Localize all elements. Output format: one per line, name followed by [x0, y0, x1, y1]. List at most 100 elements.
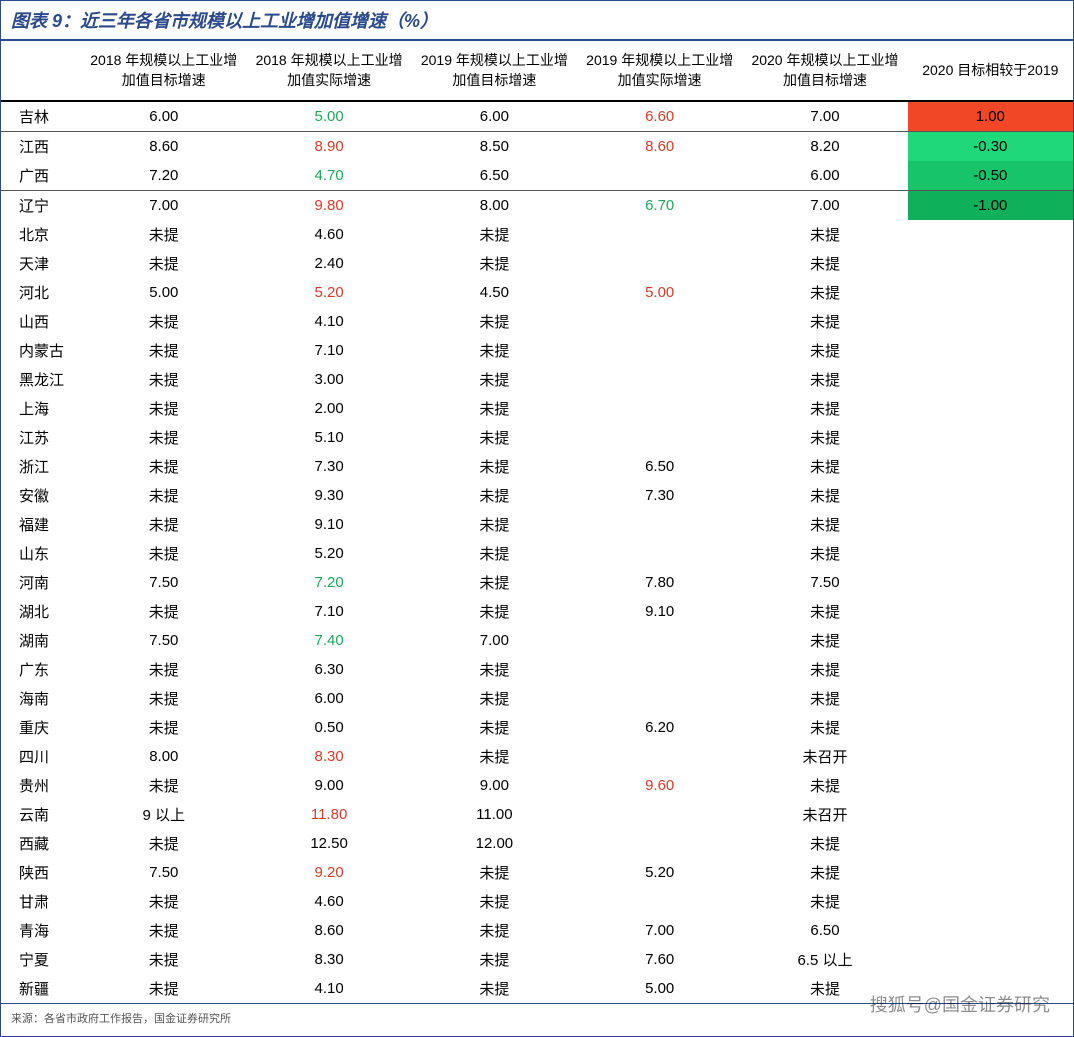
data-cell: [908, 307, 1073, 336]
province-cell: 安徽: [1, 481, 81, 510]
data-cell: [577, 394, 742, 423]
data-cell: [577, 626, 742, 655]
data-cell: 未提: [81, 336, 246, 365]
data-cell: 未提: [81, 539, 246, 568]
province-cell: 上海: [1, 394, 81, 423]
table-row: 陕西7.509.20未提5.20未提: [1, 858, 1073, 887]
data-cell: 5.00: [577, 278, 742, 307]
data-cell: 6.00: [246, 684, 411, 713]
data-cell: 8.60: [81, 132, 246, 162]
data-cell: 未提: [81, 887, 246, 916]
province-cell: 福建: [1, 510, 81, 539]
data-cell: 未提: [81, 655, 246, 684]
province-cell: 天津: [1, 249, 81, 278]
data-cell: 5.20: [577, 858, 742, 887]
data-cell: 未提: [742, 713, 907, 742]
data-cell: 7.30: [577, 481, 742, 510]
table-row: 黑龙江未提3.00未提未提: [1, 365, 1073, 394]
data-cell: 3.00: [246, 365, 411, 394]
data-cell: 未召开: [742, 800, 907, 829]
table-row: 西藏未提12.5012.00未提: [1, 829, 1073, 858]
data-cell: 未提: [742, 974, 907, 1003]
data-cell: [577, 829, 742, 858]
data-cell: 未提: [412, 568, 577, 597]
data-cell: 未提: [412, 307, 577, 336]
data-cell: 6.50: [412, 161, 577, 191]
table-row: 重庆未提0.50未提6.20未提: [1, 713, 1073, 742]
data-cell: 未提: [412, 655, 577, 684]
data-cell: [908, 945, 1073, 974]
col-header: 2019 年规模以上工业增加值实际增速: [577, 41, 742, 101]
data-cell: 7.50: [81, 858, 246, 887]
data-cell: [577, 307, 742, 336]
data-cell: 6.70: [577, 191, 742, 221]
province-cell: 陕西: [1, 858, 81, 887]
data-cell: [577, 800, 742, 829]
data-cell: 9.30: [246, 481, 411, 510]
data-cell: 6.50: [742, 916, 907, 945]
data-cell: 未提: [412, 713, 577, 742]
data-cell: 7.00: [412, 626, 577, 655]
data-cell: 未提: [81, 481, 246, 510]
data-cell: 7.00: [577, 916, 742, 945]
data-cell: 6.50: [577, 452, 742, 481]
table-row: 四川8.008.30未提未召开: [1, 742, 1073, 771]
data-cell: [577, 423, 742, 452]
data-cell: 未提: [412, 249, 577, 278]
table-row: 河南7.507.20未提7.807.50: [1, 568, 1073, 597]
data-cell: 未提: [81, 307, 246, 336]
data-cell: 未提: [81, 394, 246, 423]
data-cell: 7.20: [246, 568, 411, 597]
data-cell: 0.50: [246, 713, 411, 742]
data-cell: [577, 249, 742, 278]
data-cell: 8.30: [246, 945, 411, 974]
table-row: 吉林6.005.006.006.607.001.00: [1, 101, 1073, 132]
data-cell: 5.10: [246, 423, 411, 452]
data-table: 2018 年规模以上工业增加值目标增速 2018 年规模以上工业增加值实际增速 …: [1, 41, 1073, 1003]
data-cell: 5.00: [81, 278, 246, 307]
data-cell: 未召开: [742, 742, 907, 771]
data-cell: 12.00: [412, 829, 577, 858]
table-row: 新疆未提4.10未提5.00未提: [1, 974, 1073, 1003]
data-cell: [577, 539, 742, 568]
data-cell: [908, 278, 1073, 307]
data-cell: 未提: [412, 858, 577, 887]
table-row: 山东未提5.20未提未提: [1, 539, 1073, 568]
data-cell: [577, 684, 742, 713]
data-cell: 7.50: [81, 626, 246, 655]
data-cell: 未提: [412, 336, 577, 365]
data-cell: 4.70: [246, 161, 411, 191]
province-cell: 吉林: [1, 101, 81, 132]
data-cell: 未提: [412, 916, 577, 945]
province-cell: 西藏: [1, 829, 81, 858]
data-cell: 未提: [742, 307, 907, 336]
province-cell: 北京: [1, 220, 81, 249]
data-cell: 未提: [81, 423, 246, 452]
data-cell: [908, 742, 1073, 771]
data-cell: 1.00: [908, 101, 1073, 132]
data-cell: [908, 336, 1073, 365]
data-cell: 未提: [742, 365, 907, 394]
data-cell: -0.50: [908, 161, 1073, 191]
table-row: 安徽未提9.30未提7.30未提: [1, 481, 1073, 510]
data-cell: 未提: [81, 452, 246, 481]
data-cell: [577, 220, 742, 249]
data-cell: 未提: [742, 858, 907, 887]
data-cell: 8.60: [577, 132, 742, 162]
data-cell: 7.30: [246, 452, 411, 481]
data-cell: [908, 829, 1073, 858]
data-cell: [908, 626, 1073, 655]
table-row: 山西未提4.10未提未提: [1, 307, 1073, 336]
data-cell: 8.00: [412, 191, 577, 221]
table-row: 宁夏未提8.30未提7.606.5 以上: [1, 945, 1073, 974]
data-cell: [908, 597, 1073, 626]
data-cell: 12.50: [246, 829, 411, 858]
province-cell: 江西: [1, 132, 81, 162]
data-cell: [577, 161, 742, 191]
data-cell: 未提: [412, 974, 577, 1003]
data-cell: 未提: [412, 423, 577, 452]
data-cell: 7.00: [81, 191, 246, 221]
province-cell: 重庆: [1, 713, 81, 742]
table-row: 湖北未提7.10未提9.10未提: [1, 597, 1073, 626]
data-cell: 未提: [412, 945, 577, 974]
